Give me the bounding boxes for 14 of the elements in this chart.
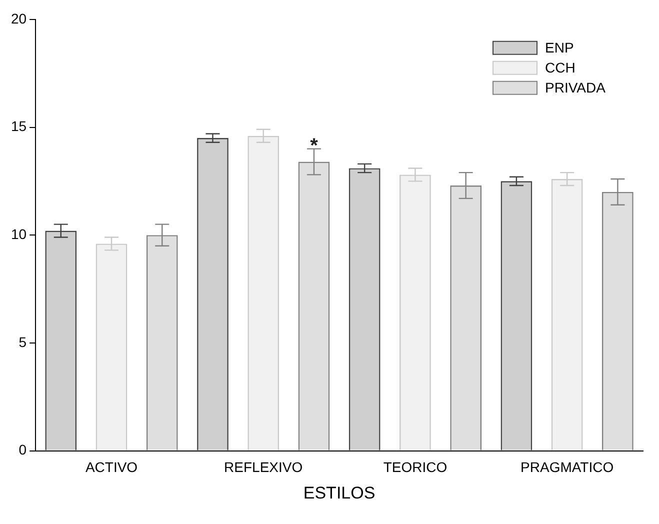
- x-tick-label: TEORICO: [383, 459, 448, 476]
- x-tick-label: REFLEXIVO: [224, 459, 303, 476]
- x-tick-label: ACTIVO: [85, 459, 138, 476]
- legend-label: PRIVADA: [545, 79, 606, 96]
- y-tick-label: 15: [10, 118, 27, 134]
- y-tick-label: 20: [10, 10, 27, 26]
- legend-label: CCH: [545, 59, 576, 76]
- x-tick-label: PRAGMATICO: [520, 459, 614, 476]
- y-tick-label: 10: [10, 226, 27, 242]
- y-tick-label: 0: [18, 442, 27, 458]
- annotation: *: [310, 134, 318, 157]
- legend-label: ENP: [545, 39, 574, 56]
- y-tick-label: 5: [18, 334, 27, 350]
- x-axis-title: ESTILOS: [303, 483, 376, 502]
